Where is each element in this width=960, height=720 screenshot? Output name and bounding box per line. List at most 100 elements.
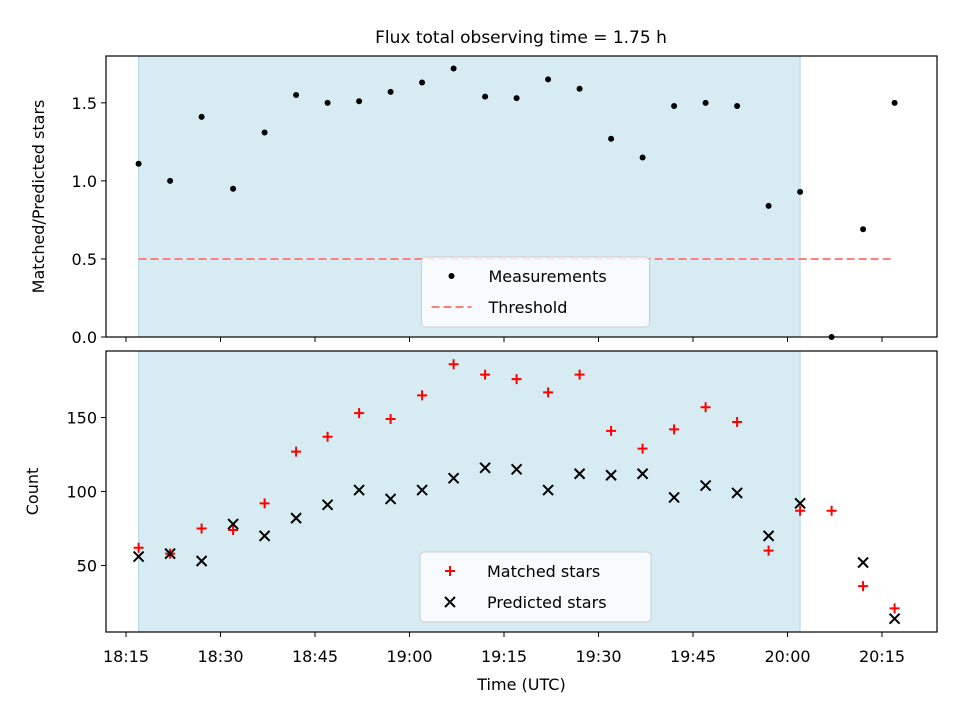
matched-star-point: [228, 524, 239, 535]
matched-star-point: [732, 416, 743, 427]
measurement-point: [671, 102, 678, 109]
y-tick-label: 1.0: [72, 172, 97, 191]
predicted-star-point: [573, 468, 586, 480]
ratio-panel: 0.0 0.5 1.0 1.5 Matched/Predicted stars Measu…: [29, 55, 938, 347]
measurement-point: [734, 102, 741, 109]
legend-label: Measurements: [489, 267, 607, 286]
measurement-point: [167, 177, 174, 184]
predicted-star-point: [195, 555, 208, 567]
predicted-star-point: [447, 472, 460, 484]
matched-star-point: [858, 581, 869, 592]
plot-frame: [105, 55, 938, 338]
x-tick-label: 18:30: [197, 647, 243, 666]
x-tick-label: 18:15: [103, 647, 149, 666]
measurement-point: [261, 129, 268, 136]
matched-star-point: [480, 369, 491, 380]
legend-label: Matched stars: [487, 562, 600, 581]
predicted-star-point: [258, 530, 271, 542]
predicted-star-point: [227, 518, 239, 530]
measurement-point: [576, 85, 583, 92]
matched-star-point: [574, 369, 585, 380]
matched-star-point: [637, 443, 648, 454]
matched-star-point: [322, 431, 333, 442]
x-tick-label: 20:15: [859, 647, 905, 666]
y-tick-label: 0.0: [72, 328, 97, 347]
legend-marker-measurements: [448, 273, 455, 279]
y-tick-label: 50: [77, 556, 97, 575]
measurement-point: [324, 99, 331, 106]
predicted-star-point: [353, 484, 365, 496]
measurement-point: [639, 154, 646, 161]
matched-star-point: [448, 359, 459, 370]
predicted-star-point: [479, 462, 491, 474]
x-tick-label: 19:15: [481, 647, 527, 666]
predicted-star-point: [384, 493, 397, 505]
matched-star-point: [606, 425, 617, 436]
measurement-point: [450, 65, 457, 72]
legend-marker-predicted: [444, 596, 456, 608]
x-tick-label: 19:30: [575, 647, 621, 666]
predicted-star-point: [321, 499, 334, 511]
matched-star-point: [354, 408, 365, 419]
predicted-star-point: [762, 530, 775, 542]
matched-star-point: [511, 374, 522, 385]
matched-star-point: [669, 424, 680, 435]
predicted-star-point: [699, 479, 712, 492]
measurement-point: [293, 92, 300, 99]
predicted-star-point: [416, 484, 428, 496]
predicted-star-point: [636, 468, 649, 480]
measurement-point: [702, 99, 709, 106]
y-tick-label: 1.5: [72, 94, 97, 113]
measurement-point: [387, 88, 394, 95]
predicted-star-point: [542, 484, 554, 496]
matched-star-point: [763, 545, 774, 556]
legend: Measurements Threshold: [421, 256, 650, 328]
measurement-point: [765, 202, 772, 209]
measurement-point: [135, 160, 142, 167]
matched-star-point: [795, 505, 806, 516]
measurement-point: [230, 185, 237, 192]
matched-star-point: [196, 523, 207, 534]
matched-star-point: [826, 505, 837, 516]
predicted-star-point: [164, 547, 176, 560]
x-tick-label: 19:00: [386, 647, 432, 666]
matched-star-point: [417, 390, 428, 401]
x-tick-label: 19:45: [670, 647, 716, 666]
predicted-star-point: [668, 491, 680, 504]
chart-title: Flux total observing time = 1.75 h: [375, 28, 667, 48]
matched-star-point: [385, 414, 396, 425]
x-tick-label: 20:00: [764, 647, 810, 666]
matched-star-point: [259, 498, 270, 509]
matched-star-point: [543, 387, 554, 398]
legend-marker-matched: [445, 566, 455, 576]
predicted-star-point: [794, 497, 806, 510]
x-axis-label: Time (UTC): [476, 675, 565, 694]
measurement-point: [797, 188, 804, 195]
legend-label: Predicted stars: [487, 593, 607, 612]
predicted-star-point: [888, 612, 901, 625]
measurement-point: [198, 113, 205, 120]
measurement-point: [419, 79, 426, 86]
predicted-star-point: [605, 469, 617, 481]
x-tick-label: 18:45: [292, 647, 338, 666]
y-axis-label: Count: [23, 468, 42, 516]
predicted-star-point: [290, 512, 302, 524]
y-tick-label: 150: [66, 409, 97, 428]
legend-box: [421, 256, 650, 328]
legend-label: Threshold: [488, 298, 568, 317]
legend: Matched stars Predicted stars: [419, 551, 652, 623]
measurement-point: [545, 76, 552, 83]
matched-star-point: [700, 402, 711, 413]
measurement-point: [513, 95, 520, 102]
plot-frame: [105, 350, 938, 633]
y-tick-label: 100: [66, 483, 97, 502]
count-panel: 50 100 150 18:15 18:30 18:45 19:00 19:15 19:30 19…: [23, 350, 938, 694]
y-axis-label: Matched/Predicted stars: [29, 100, 48, 294]
predicted-star-point: [857, 556, 869, 569]
measurement-point: [891, 99, 898, 106]
predicted-star-point: [132, 550, 145, 563]
measurement-point: [860, 226, 867, 233]
matched-star-point: [133, 542, 144, 553]
measurement-point: [356, 98, 363, 105]
